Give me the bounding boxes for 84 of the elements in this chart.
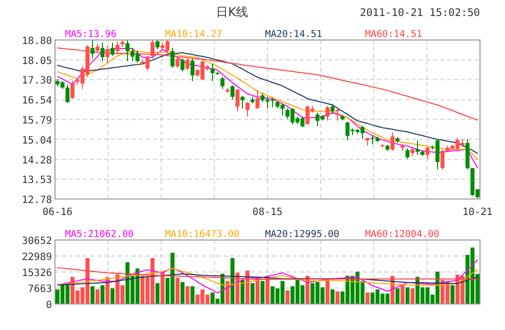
candlestick: [180, 58, 184, 72]
text: MA60:12004.00: [365, 229, 440, 240]
text: MA60:14.51: [365, 29, 422, 40]
y-tick-label: 7663: [28, 284, 52, 295]
candlestick: [70, 80, 74, 100]
chart-title: 日K线: [216, 5, 248, 19]
candlestick: [440, 149, 444, 170]
candlestick: [390, 132, 394, 152]
series-label: MA10:14.27: [165, 29, 222, 40]
y-tick-label: 12.78: [22, 195, 52, 206]
y-tick-label: 17.30: [22, 76, 52, 87]
bar: [250, 283, 254, 304]
y-tick-label: 15.79: [22, 116, 52, 126]
y-tick-label: 13.53: [22, 175, 52, 186]
candlestick: [186, 58, 190, 71]
bar: [260, 281, 264, 304]
candlestick: [246, 102, 250, 118]
line-series: [57, 273, 478, 286]
bar: [336, 291, 340, 304]
y-tick-label: 18.80: [22, 36, 52, 47]
candlestick: [220, 76, 224, 90]
bar: [326, 278, 330, 304]
bar: [176, 278, 180, 304]
candlestick: [230, 84, 234, 100]
series-label: MA5:13.96: [65, 29, 117, 40]
bar: [366, 292, 370, 304]
line-series: [57, 267, 478, 280]
chart-subtitle: 2011-10-21 15:02:50: [360, 7, 480, 19]
y-tick-label: 16.54: [22, 96, 52, 107]
bar: [406, 287, 410, 304]
bar: [100, 285, 104, 304]
candlestick: [236, 88, 240, 112]
candlestick: [126, 40, 130, 62]
text: MA10:16473.00: [165, 229, 240, 240]
candlestick: [170, 47, 174, 68]
candlestick: [426, 146, 430, 160]
candlestick: [66, 84, 70, 104]
x-tick-label: 06-16: [42, 207, 73, 218]
candlestick: [96, 43, 100, 54]
bar: [400, 285, 404, 304]
bar: [396, 288, 400, 304]
candlestick: [406, 148, 410, 160]
bar: [186, 286, 190, 304]
y-tick-label: 30652: [22, 236, 52, 247]
bar: [156, 283, 160, 304]
candlestick: [336, 108, 340, 122]
candlestick: [90, 40, 94, 59]
bar: [330, 289, 334, 304]
line-series: [57, 260, 478, 294]
bar: [230, 258, 234, 304]
bar: [180, 282, 184, 304]
y-tick-label: 15326: [22, 268, 52, 279]
candlestick: [106, 44, 110, 63]
candlestick: [190, 58, 194, 82]
candlestick: [100, 42, 104, 62]
y-tick-label: 14.28: [22, 155, 52, 166]
candlestick: [116, 40, 120, 54]
x-tick-label: 08-15: [252, 207, 283, 218]
y-tick-label: 15.04: [22, 135, 52, 146]
candlestick: [110, 42, 114, 56]
candlestick: [326, 106, 330, 122]
text: MA20:12995.00: [265, 229, 340, 240]
bar: [286, 290, 290, 304]
line-series: [57, 268, 478, 286]
text: MA5:21062.00: [65, 229, 134, 240]
bar: [190, 286, 194, 304]
candlestick: [330, 103, 334, 114]
y-tick-label: 22989: [22, 252, 52, 263]
bar: [240, 280, 244, 304]
candlestick: [150, 40, 154, 59]
bar: [110, 288, 114, 304]
bar: [410, 288, 414, 304]
candlestick: [210, 63, 214, 82]
candlestick: [156, 40, 160, 50]
candlestick: [256, 90, 260, 110]
candlestick: [176, 56, 180, 68]
bar: [450, 285, 454, 304]
y-tick-label: 0: [46, 300, 52, 311]
x-tick-label: 10-21: [462, 207, 493, 218]
text: MA20:14.51: [265, 29, 322, 40]
bar: [160, 272, 164, 304]
bar: [90, 286, 94, 304]
bar: [96, 289, 100, 304]
y-tick-label: 18.05: [22, 56, 52, 67]
